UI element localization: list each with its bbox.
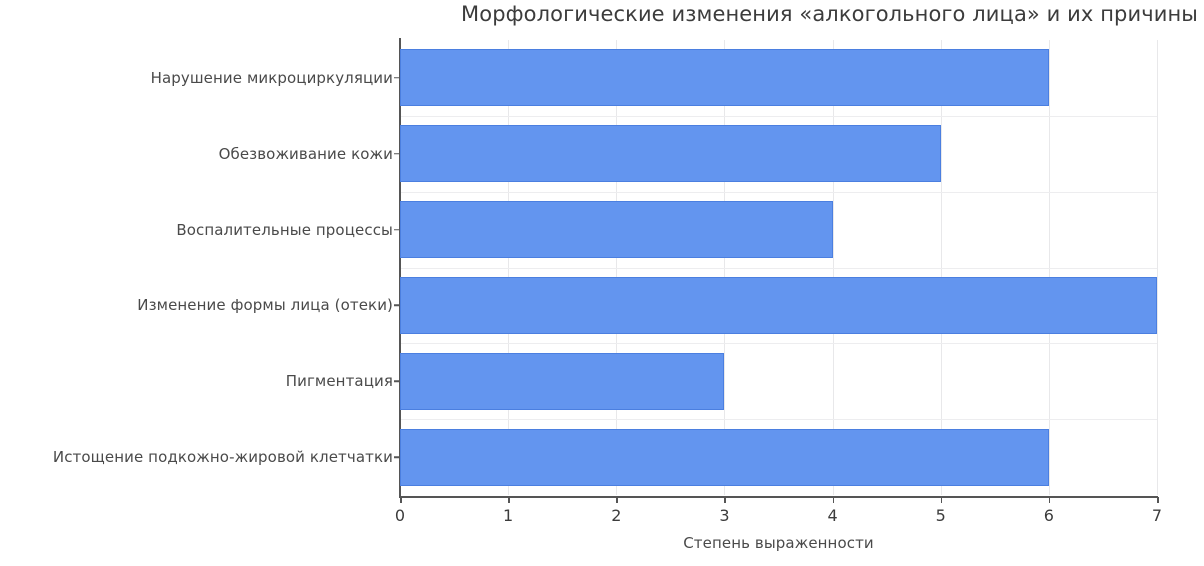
- x-tick-label: 6: [1043, 506, 1054, 525]
- x-tick-label: 7: [1151, 506, 1163, 525]
- x-tick-label: 3: [719, 506, 730, 525]
- plot-area: [400, 40, 1157, 495]
- bar: [400, 276, 1157, 334]
- y-tick-label: Изменение формы лица (отеки): [137, 296, 393, 315]
- x-tick-mark: [508, 497, 510, 503]
- x-axis-spine: [399, 496, 1158, 498]
- x-tick-label: 5: [935, 506, 946, 525]
- y-tick-mark: [394, 153, 399, 155]
- y-tick-mark: [394, 228, 399, 231]
- y-tick-label: Истощение подкожно-жировой клетчатки: [52, 448, 393, 467]
- x-tick-mark: [616, 497, 618, 503]
- x-tick-mark: [400, 497, 402, 503]
- chart-title: Морфологические изменения «алкогольного …: [461, 2, 1198, 26]
- y-tick-mark: [394, 380, 399, 382]
- x-axis-title: Степень выраженности: [683, 534, 874, 552]
- gridline-horizontal: [400, 115, 1157, 117]
- gridline-horizontal: [400, 191, 1157, 193]
- x-tick-mark: [832, 497, 835, 503]
- y-tick-mark: [394, 77, 399, 79]
- gridline-horizontal: [400, 267, 1157, 269]
- gridline-horizontal: [400, 419, 1157, 421]
- gridline-vertical: [1157, 40, 1158, 495]
- y-tick-mark: [394, 304, 399, 307]
- y-tick-label: Воспалительные процессы: [176, 220, 393, 239]
- bar: [400, 125, 941, 183]
- bar: [400, 352, 725, 410]
- gridline-horizontal: [400, 343, 1157, 345]
- y-tick-mark: [394, 456, 399, 458]
- x-tick-label: 0: [394, 506, 406, 525]
- x-tick-label: 4: [827, 506, 838, 525]
- x-tick-mark: [724, 497, 726, 503]
- bar: [400, 201, 833, 259]
- bar: [400, 428, 1049, 486]
- x-tick-label: 1: [503, 506, 514, 525]
- x-tick-mark: [1157, 497, 1159, 503]
- y-axis-spine: [399, 38, 401, 497]
- bar: [400, 49, 1049, 107]
- x-tick-mark: [1048, 497, 1051, 503]
- x-tick-mark: [940, 497, 943, 503]
- x-tick-label: 2: [611, 506, 622, 525]
- y-tick-label: Пигментация: [285, 372, 393, 391]
- y-tick-label: Обезвоживание кожи: [218, 144, 393, 163]
- y-tick-label: Нарушение микроциркуляции: [150, 68, 393, 87]
